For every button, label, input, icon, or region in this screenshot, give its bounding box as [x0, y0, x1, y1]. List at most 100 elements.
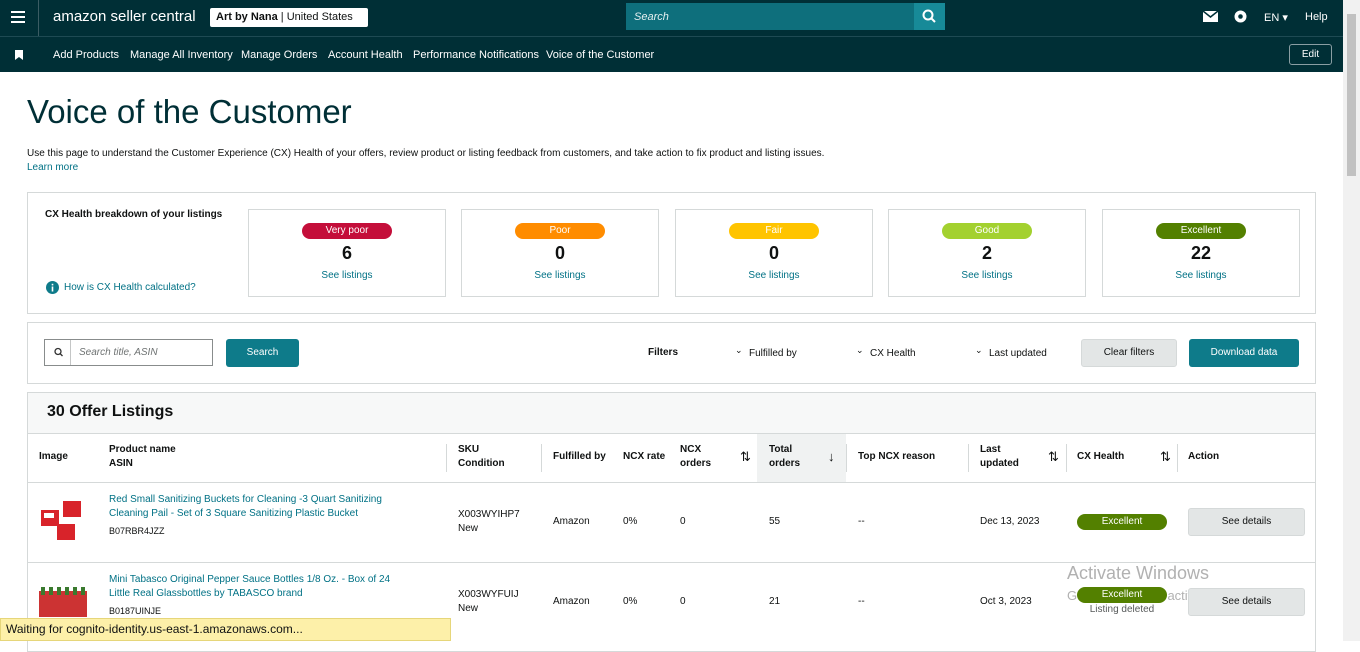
top-ncx-reason: --: [858, 596, 865, 607]
download-data[interactable]: Download data: [1189, 339, 1299, 367]
learn-more[interactable]: Learn more: [27, 162, 79, 173]
dropdown-chevron[interactable]: ⌄: [856, 345, 864, 355]
column-header: Image: [39, 451, 68, 462]
column-header: NCX: [680, 444, 702, 455]
health-count: 22: [1190, 243, 1212, 263]
health-title: CX Health breakdown of your listings: [45, 209, 223, 220]
search-button[interactable]: Search: [226, 339, 299, 367]
see-listings[interactable]: See listings: [748, 270, 800, 281]
filter-dropdown[interactable]: CX Health: [870, 348, 916, 359]
column-header: ASIN: [109, 458, 133, 469]
page-description: Use this page to understand the Customer…: [27, 148, 825, 159]
health-badge: Very poor: [302, 223, 392, 239]
column-header: Fulfilled by: [553, 451, 606, 462]
page-title: Voice of the Customer: [27, 93, 352, 130]
store-selector[interactable]: Art by Nana | United States: [210, 8, 368, 27]
asin: B07RBR4JZZ: [109, 526, 165, 536]
see-details[interactable]: See details: [1188, 508, 1305, 536]
nav-item[interactable]: Add Products: [53, 49, 120, 61]
settings-icon[interactable]: [1233, 9, 1248, 24]
sort-icon[interactable]: ⇅: [1160, 449, 1171, 464]
sort-icon[interactable]: ↓: [828, 449, 835, 464]
ncx-orders: 0: [680, 516, 686, 527]
health-badge: Excellent: [1156, 223, 1246, 239]
nav-item[interactable]: Account Health: [328, 49, 403, 61]
see-listings[interactable]: See listings: [534, 270, 586, 281]
column-header: SKU: [458, 444, 480, 455]
filter-dropdown[interactable]: Fulfilled by: [749, 348, 797, 359]
last-updated: Oct 3, 2023: [980, 596, 1032, 607]
health-count: 6: [341, 243, 352, 263]
nav-item[interactable]: Voice of the Customer: [546, 49, 655, 61]
column-separator: [446, 444, 447, 472]
search-placeholder: Search: [634, 11, 669, 23]
sku: X003WYFUIJ: [458, 589, 519, 600]
ncx-rate: 0%: [623, 516, 638, 527]
asin: B0187UINJE: [109, 606, 162, 616]
nav-bar: Edit Add Products Manage All Inventory Man…: [0, 36, 1343, 72]
sort-icon[interactable]: ⇅: [1048, 449, 1059, 464]
product-image: [41, 501, 81, 540]
see-listings[interactable]: See listings: [961, 270, 1013, 281]
scrollbar[interactable]: [1343, 0, 1360, 641]
nav-item[interactable]: Manage All Inventory: [130, 49, 233, 61]
product-name[interactable]: Red Small Sanitizing Buckets for Cleanin…: [109, 494, 382, 519]
total-orders: 55: [769, 516, 781, 527]
help[interactable]: Help: [1305, 11, 1328, 23]
ncx-rate: 0%: [623, 596, 638, 607]
listing-search[interactable]: Search title, ASIN: [44, 339, 213, 366]
nav-item[interactable]: Manage Orders: [241, 49, 318, 61]
language[interactable]: EN ▾: [1264, 12, 1288, 24]
search-placeholder: Search title, ASIN: [79, 347, 158, 358]
health-badge: Fair: [729, 223, 819, 239]
brand[interactable]: amazon seller central: [53, 8, 196, 25]
watermark-title: Activate Windows: [1067, 563, 1210, 583]
search-button[interactable]: [914, 3, 945, 30]
health-card: Fair 0 See listings: [675, 209, 873, 297]
column-header: NCX rate: [623, 451, 666, 462]
edit-button[interactable]: Edit: [1289, 44, 1332, 65]
column-separator: [968, 444, 969, 472]
dropdown-chevron[interactable]: ⌄: [975, 345, 983, 355]
menu-icon[interactable]: [11, 11, 25, 23]
see-listings[interactable]: See listings: [321, 270, 373, 281]
bookmark-icon[interactable]: [15, 50, 23, 60]
column-separator: [541, 444, 542, 472]
clear-filters[interactable]: Clear filters: [1081, 339, 1177, 367]
table-title: 30 Offer Listings: [47, 403, 174, 420]
column-header: orders: [680, 458, 712, 469]
column-separator: [1066, 444, 1067, 472]
fulfilled-by: Amazon: [553, 516, 590, 527]
see-listings[interactable]: See listings: [1175, 270, 1227, 281]
top-bar: amazon seller central Art by Nana | Unit…: [0, 0, 1343, 36]
health-card: Very poor 6 See listings: [248, 209, 446, 297]
column-header: CX Health: [1077, 451, 1125, 462]
total-orders: 21: [769, 596, 781, 607]
info-icon: [46, 281, 59, 294]
language-code: EN: [1264, 12, 1280, 24]
filter-dropdown[interactable]: Last updated: [989, 348, 1047, 359]
sort-icon[interactable]: ⇅: [740, 449, 751, 464]
mail-icon[interactable]: [1203, 11, 1218, 22]
health-card: Poor 0 See listings: [461, 209, 659, 297]
last-updated: Dec 13, 2023: [980, 516, 1040, 527]
dropdown-chevron[interactable]: ⌄: [735, 345, 743, 355]
product-name[interactable]: Mini Tabasco Original Pepper Sauce Bottl…: [109, 574, 391, 599]
column-header: Action: [1188, 451, 1220, 462]
store-country: United States: [286, 11, 353, 23]
cx-health-badge: Excellent: [1077, 514, 1167, 530]
fulfilled-by: Amazon: [553, 596, 590, 607]
ncx-orders: 0: [680, 596, 686, 607]
search-box[interactable]: Search: [626, 3, 914, 30]
health-help-link[interactable]: How is CX Health calculated?: [64, 282, 196, 293]
condition: New: [458, 523, 479, 534]
row-divider: [28, 482, 1315, 483]
listing-note: Listing deleted: [1089, 604, 1155, 615]
column-header: Product name: [109, 444, 176, 455]
column-separator: [1177, 444, 1178, 472]
column-header: updated: [980, 458, 1019, 469]
health-card: Excellent 22 See listings: [1102, 209, 1300, 297]
see-details[interactable]: See details: [1188, 588, 1305, 616]
nav-item[interactable]: Performance Notifications: [413, 49, 539, 61]
